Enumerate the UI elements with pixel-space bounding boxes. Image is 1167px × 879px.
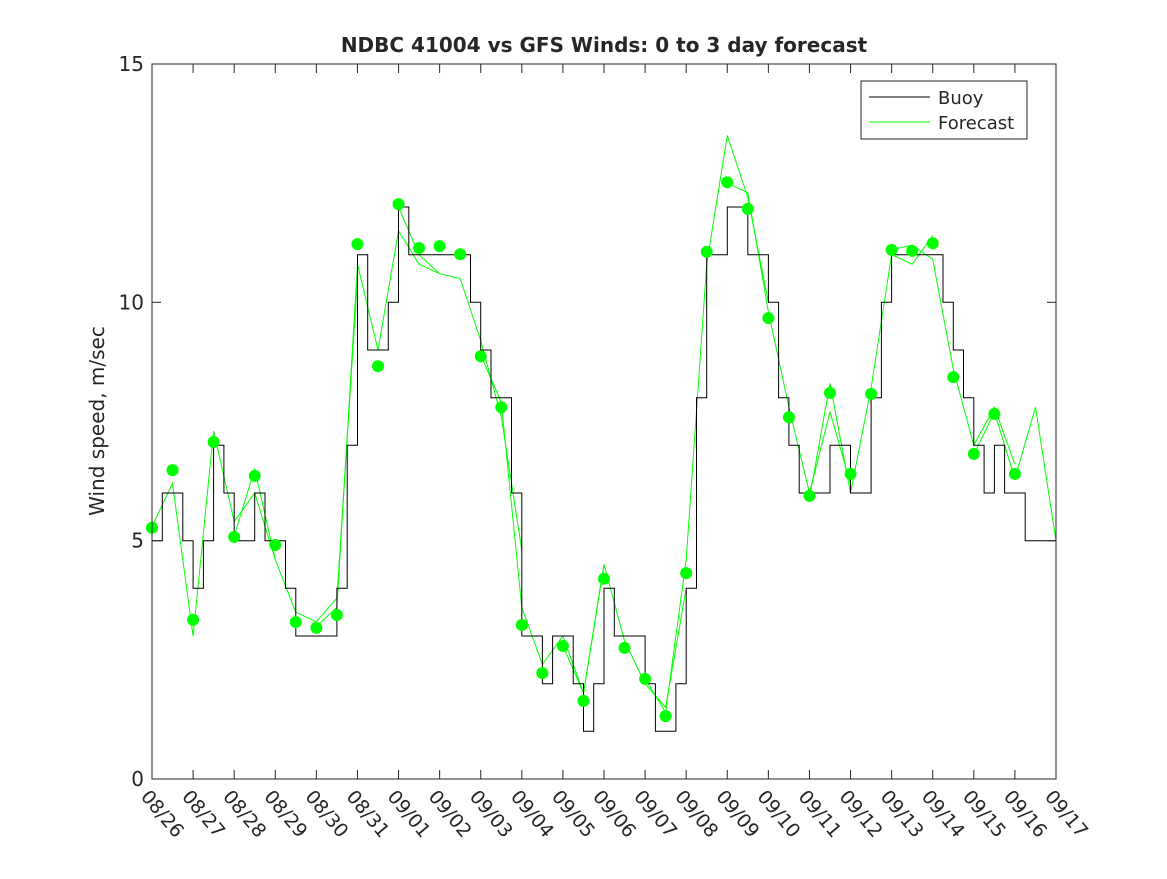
analysis-point	[228, 530, 241, 543]
analysis-point	[762, 312, 775, 325]
analysis-point	[392, 198, 405, 211]
analysis-point	[803, 489, 816, 502]
plot-area	[146, 135, 1057, 732]
chart-title: NDBC 41004 vs GFS Winds: 0 to 3 day fore…	[341, 33, 868, 57]
analysis-point	[967, 447, 980, 460]
y-axis-label: Wind speed, m/sec	[85, 326, 109, 516]
analysis-point	[906, 244, 919, 257]
y-tick-label: 5	[131, 529, 144, 553]
analysis-point	[474, 350, 487, 363]
analysis-point	[680, 567, 693, 580]
analysis-point	[515, 619, 528, 632]
analysis-point	[639, 672, 652, 685]
analysis-point	[413, 241, 426, 254]
analysis-point	[741, 202, 754, 215]
analysis-point	[1008, 467, 1021, 480]
y-tick-label: 15	[119, 52, 144, 76]
analysis-point	[289, 616, 302, 629]
analysis-point	[433, 240, 446, 253]
analysis-point	[700, 245, 713, 258]
analysis-point	[885, 243, 898, 256]
legend-buoy-label: Buoy	[938, 88, 984, 109]
analysis-point	[721, 176, 734, 189]
analysis-point	[495, 401, 508, 414]
analysis-point	[454, 248, 467, 261]
analysis-point	[577, 694, 590, 707]
legend-box	[860, 80, 1028, 140]
analysis-point	[659, 710, 672, 723]
analysis-point	[824, 386, 836, 399]
analysis-point	[865, 387, 878, 400]
analysis-point	[844, 467, 857, 480]
legend-forecast-label: Forecast	[938, 113, 1014, 134]
analysis-point	[926, 237, 939, 250]
y-tick-label: 10	[119, 290, 144, 314]
analysis-point	[166, 464, 179, 477]
analysis-point	[248, 469, 261, 482]
analysis-point	[351, 238, 364, 251]
legend: Buoy Forecast	[860, 80, 1028, 140]
analysis-point	[782, 411, 795, 424]
analysis-point	[988, 407, 1001, 420]
analysis-point	[372, 360, 384, 373]
analysis-point	[269, 538, 282, 551]
analysis-point	[556, 640, 569, 653]
analysis-point	[330, 609, 343, 622]
analysis-point	[187, 613, 200, 626]
analysis-point	[598, 572, 610, 585]
analysis-point	[536, 667, 549, 680]
analysis-point	[947, 371, 960, 384]
analysis-point	[207, 435, 220, 448]
y-tick-label: 0	[131, 767, 144, 791]
analysis-point	[310, 621, 323, 634]
analysis-point	[618, 641, 631, 654]
